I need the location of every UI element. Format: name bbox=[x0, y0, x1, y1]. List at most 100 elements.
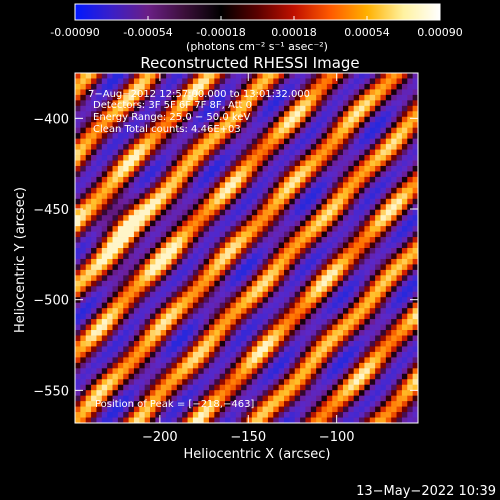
heatmap-cell bbox=[112, 231, 119, 238]
heatmap-cell bbox=[133, 94, 140, 101]
heatmap-cell bbox=[96, 390, 103, 397]
heatmap-cell bbox=[133, 165, 140, 172]
heatmap-cell bbox=[401, 351, 408, 358]
heatmap-cell bbox=[80, 395, 87, 402]
heatmap-cell bbox=[96, 105, 103, 112]
heatmap-cell bbox=[289, 182, 296, 189]
heatmap-cell bbox=[198, 127, 205, 134]
heatmap-cell bbox=[396, 335, 403, 342]
heatmap-cell bbox=[396, 340, 403, 347]
heatmap-cell bbox=[182, 198, 188, 205]
heatmap-cell bbox=[123, 412, 129, 418]
heatmap-cell bbox=[321, 248, 328, 254]
heatmap-cell bbox=[332, 406, 339, 413]
heatmap-cell bbox=[267, 160, 274, 167]
heatmap-cell bbox=[359, 105, 365, 112]
heatmap-cell bbox=[171, 401, 178, 407]
heatmap-cell bbox=[155, 171, 162, 178]
heatmap-cell bbox=[289, 149, 296, 156]
heatmap-cell bbox=[139, 111, 146, 118]
heatmap-cell bbox=[305, 412, 312, 418]
heatmap-cell bbox=[171, 291, 178, 298]
heatmap-cell bbox=[369, 313, 376, 320]
heatmap-cell bbox=[375, 204, 381, 211]
heatmap-cell bbox=[326, 417, 333, 423]
heatmap-cell bbox=[139, 89, 146, 96]
heatmap-cell bbox=[101, 401, 108, 407]
heatmap-cell bbox=[375, 324, 381, 331]
heatmap-cell bbox=[289, 100, 296, 107]
heatmap-cell bbox=[101, 215, 108, 222]
heatmap-cell bbox=[133, 417, 140, 423]
heatmap-cell bbox=[284, 89, 290, 96]
heatmap-cell bbox=[348, 220, 355, 227]
heatmap-cell bbox=[278, 330, 285, 336]
heatmap-cell bbox=[128, 319, 135, 325]
heatmap-cell bbox=[348, 258, 355, 265]
heatmap-cell bbox=[284, 330, 290, 336]
heatmap-cell bbox=[166, 395, 172, 402]
heatmap-cell bbox=[235, 155, 242, 161]
heatmap-cell bbox=[380, 165, 387, 172]
heatmap-cell bbox=[396, 362, 403, 369]
heatmap-cell bbox=[294, 231, 301, 238]
heatmap-cell bbox=[337, 160, 344, 167]
heatmap-cell bbox=[198, 390, 205, 397]
heatmap-cell bbox=[289, 83, 296, 90]
heatmap-cell bbox=[321, 373, 328, 380]
heatmap-cell bbox=[160, 308, 167, 315]
heatmap-cell bbox=[171, 111, 178, 118]
heatmap-cell bbox=[198, 269, 205, 276]
heatmap-cell bbox=[278, 248, 285, 254]
heatmap-cell bbox=[241, 215, 247, 222]
heatmap-cell bbox=[321, 346, 328, 353]
heatmap-cell bbox=[396, 286, 403, 293]
heatmap-cell bbox=[364, 324, 371, 331]
heatmap-cell bbox=[171, 275, 178, 282]
heatmap-cell bbox=[192, 127, 199, 134]
heatmap-cell bbox=[166, 83, 172, 90]
heatmap-cell bbox=[284, 209, 290, 216]
heatmap-cell bbox=[241, 144, 247, 150]
heatmap-cell bbox=[267, 313, 274, 320]
heatmap-cell bbox=[187, 144, 194, 150]
heatmap-cell bbox=[257, 171, 263, 178]
heatmap-cell bbox=[85, 198, 92, 205]
heatmap-cell bbox=[160, 149, 167, 156]
heatmap-cell bbox=[214, 133, 221, 140]
heatmap-cell bbox=[305, 384, 312, 391]
heatmap-cell bbox=[160, 105, 167, 112]
heatmap-cell bbox=[235, 231, 242, 238]
heatmap-cell bbox=[342, 187, 349, 194]
heatmap-cell bbox=[278, 122, 285, 129]
heatmap-cell bbox=[80, 215, 87, 222]
heatmap-cell bbox=[396, 417, 403, 423]
heatmap-cell bbox=[375, 209, 381, 216]
heatmap-cell bbox=[380, 187, 387, 194]
heatmap-cell bbox=[316, 291, 322, 298]
heatmap-cell bbox=[294, 324, 301, 331]
heatmap-cell bbox=[75, 171, 81, 178]
heatmap-cell bbox=[133, 390, 140, 397]
heatmap-cell bbox=[198, 83, 205, 90]
heatmap-cell bbox=[160, 401, 167, 407]
heatmap-cell bbox=[133, 291, 140, 298]
heatmap-cell bbox=[407, 204, 414, 211]
heatmap-cell bbox=[85, 417, 92, 423]
heatmap-cell bbox=[85, 111, 92, 118]
heatmap-cell bbox=[359, 111, 365, 118]
heatmap-cell bbox=[75, 313, 81, 320]
heatmap-cell bbox=[391, 406, 397, 413]
heatmap-cell bbox=[321, 335, 328, 342]
heatmap-cell bbox=[369, 351, 376, 358]
heatmap-cell bbox=[337, 198, 344, 205]
heatmap-cell bbox=[96, 220, 103, 227]
heatmap-cell bbox=[385, 395, 392, 402]
heatmap-cell bbox=[198, 308, 205, 315]
heatmap-cell bbox=[225, 89, 231, 96]
heatmap-cell bbox=[321, 94, 328, 101]
heatmap-cell bbox=[401, 340, 408, 347]
heatmap-cell bbox=[133, 209, 140, 216]
heatmap-cell bbox=[300, 373, 306, 380]
heatmap-cell bbox=[75, 149, 81, 156]
